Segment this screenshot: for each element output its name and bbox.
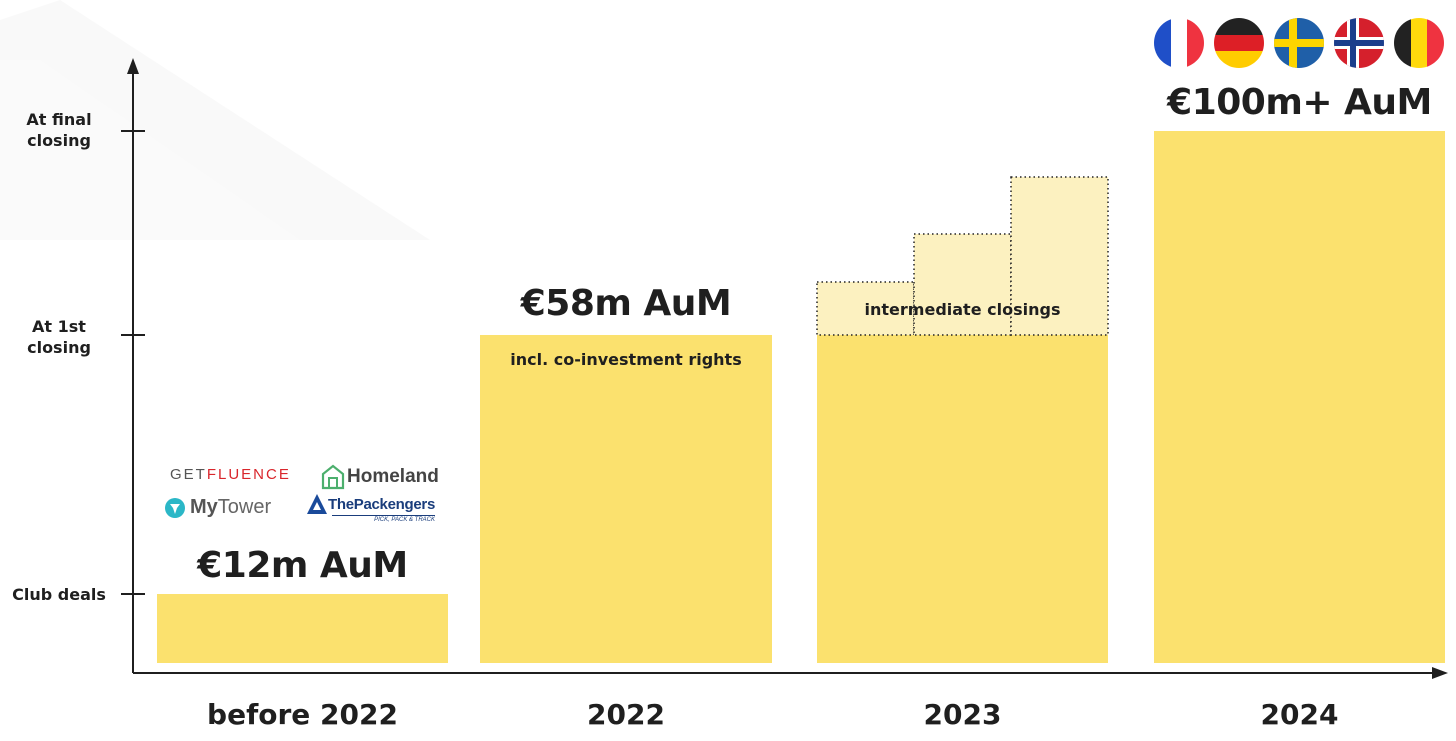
value-label-2022: €58m AuM [520,283,732,324]
intermediate-closing-step [1010,176,1109,336]
y-tick-label-line: Club deals [12,585,106,604]
mytower-logo: MyTower [164,496,271,519]
france-flag-icon [1154,18,1204,68]
y-tick-label-first-closing: At 1st closing [0,316,118,358]
intermediate-closing-step [816,281,915,336]
bar-2023 [817,335,1108,663]
y-tick-label-final-closing: At final closing [0,109,118,151]
y-tick-label-line: At final [26,110,92,129]
x-label-before-2022: before 2022 [207,698,398,731]
co-investment-note: incl. co-investment rights [510,350,742,369]
y-tick-label-line: closing [27,338,91,357]
norway-flag-icon [1334,18,1384,68]
x-label-2022: 2022 [587,698,665,731]
intermediate-closings-layer [816,176,1109,336]
y-axis-arrow-icon [127,58,139,74]
bar-before-2022 [157,594,448,663]
thepackengers-logo-name: ThePackengers [328,495,435,513]
triangle-icon [307,494,327,514]
mytower-logo-light: Tower [217,496,272,518]
y-tick-label-line: closing [27,131,91,150]
intermediate-closing-step [913,233,1012,336]
thepackengers-logo-tagline: PICK, PACK & TRACK [332,515,435,523]
value-label-before-2022: €12m AuM [197,545,408,586]
getfluence-logo-pre: GET [170,466,207,483]
y-tick-label-club-deals: Club deals [0,584,118,605]
getfluence-logo: GETFLUENCE [170,466,291,483]
homeland-logo-text: Homeland [347,466,439,487]
sweden-flag-icon [1274,18,1324,68]
value-label-2024: €100m+ AuM [1167,82,1432,123]
belgium-flag-icon [1394,18,1444,68]
x-axis-arrow-icon [1432,667,1448,679]
x-label-2024: 2024 [1260,698,1339,731]
y-tick-label-line: At 1st [32,317,86,336]
thepackengers-logo: ThePackengers PICK, PACK & TRACK [306,493,435,523]
getfluence-logo-main: FLUENCE [206,466,291,483]
bars-layer [157,131,1445,663]
homeland-logo: Homeland [320,464,439,490]
bar-2024 [1154,131,1445,663]
germany-flag-icon [1214,18,1264,68]
house-icon [321,464,345,490]
intermediate-closings-label: intermediate closings [864,300,1061,319]
bar-2022 [480,335,772,663]
mytower-icon [165,497,185,518]
mytower-logo-bold: My [190,496,218,518]
x-label-2023: 2023 [923,698,1002,731]
